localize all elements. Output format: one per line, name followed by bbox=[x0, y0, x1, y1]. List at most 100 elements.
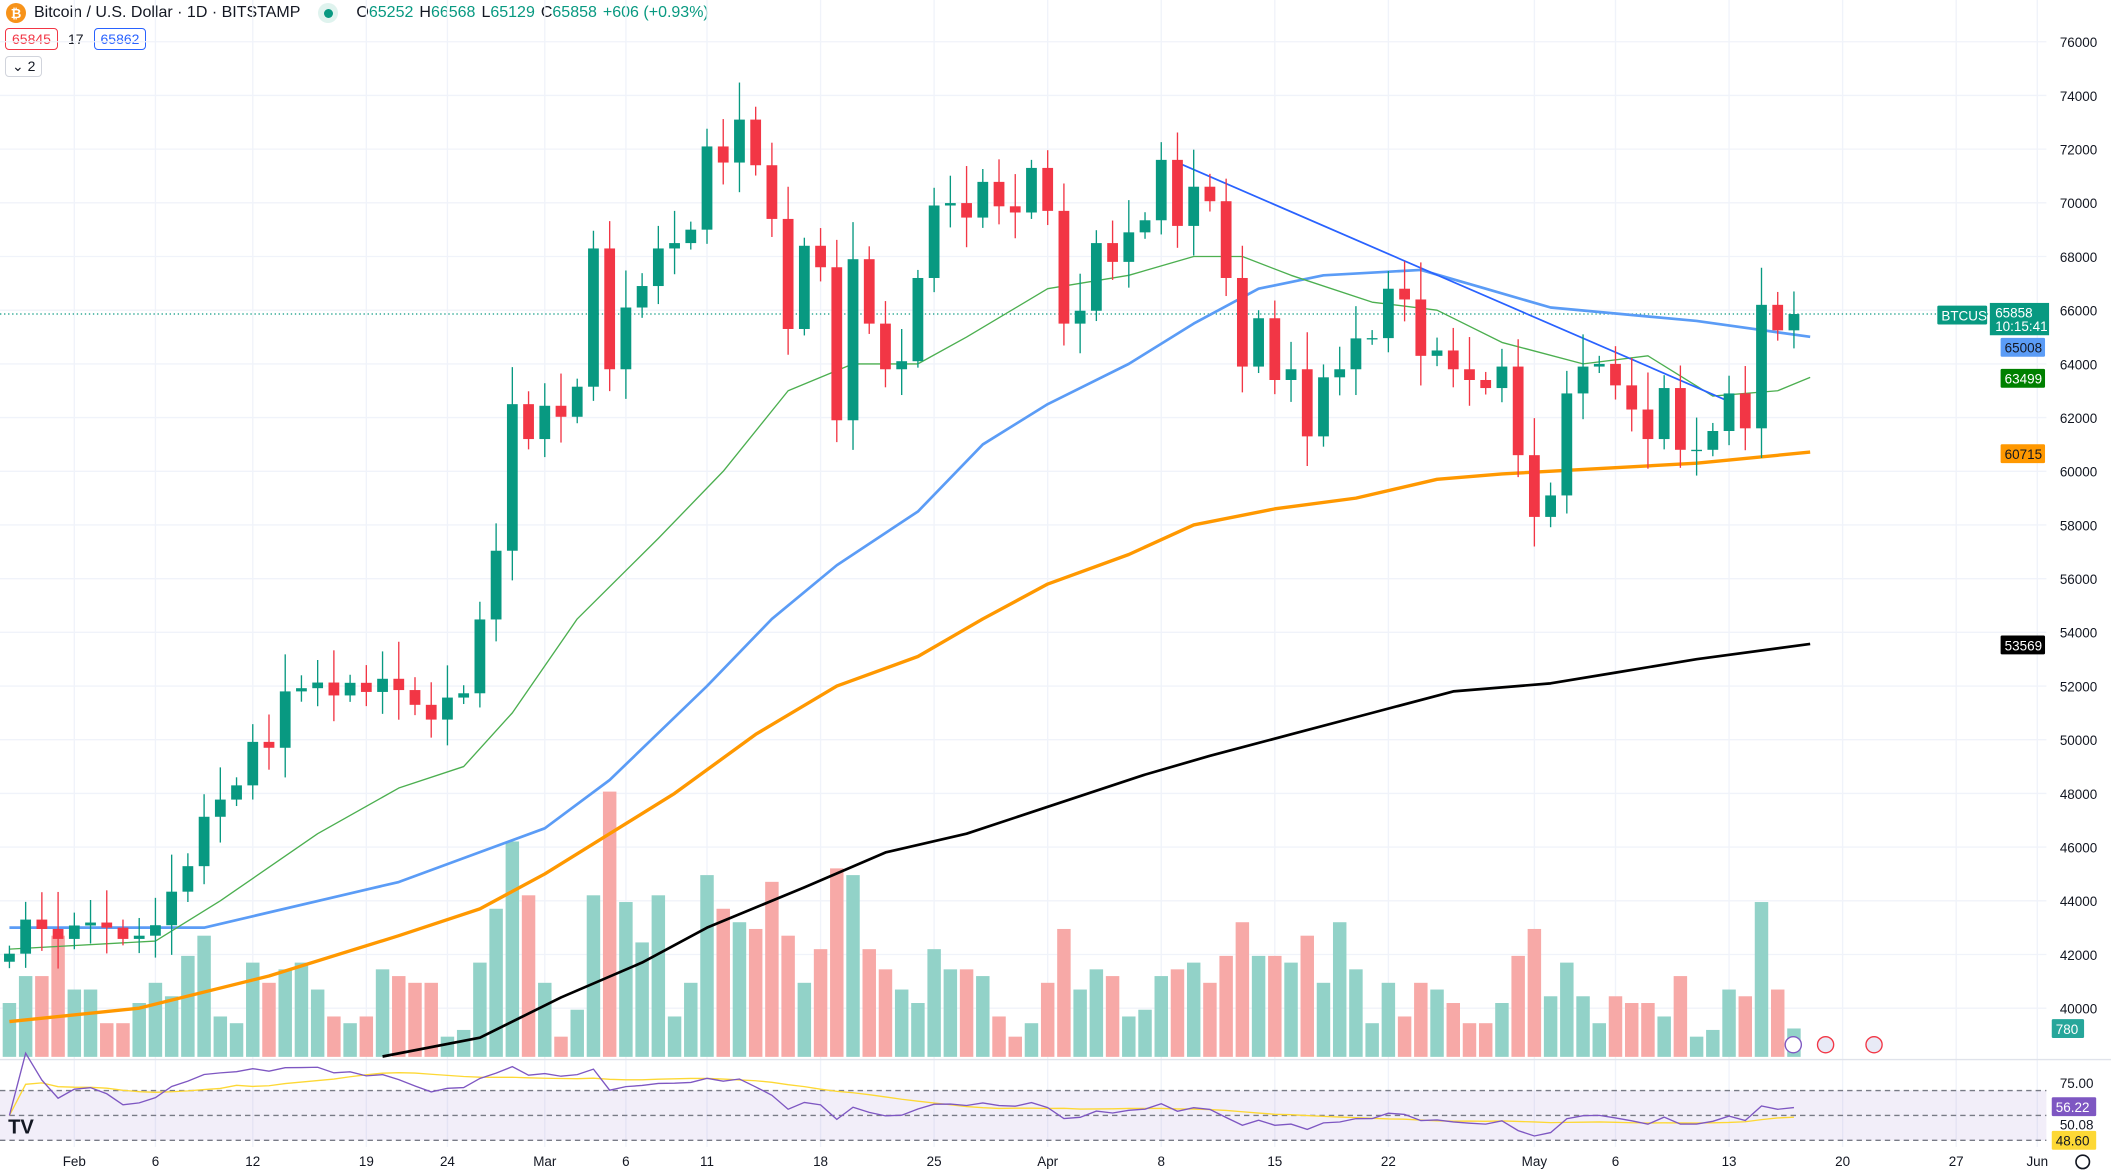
time-tick: 27 bbox=[1949, 1154, 1964, 1169]
high-label: H bbox=[419, 4, 431, 21]
volume-bar bbox=[781, 935, 795, 1057]
volume-bar bbox=[1673, 976, 1688, 1057]
candle-body bbox=[847, 259, 859, 421]
symbol-tag-bg bbox=[1937, 305, 1988, 325]
volume-bar bbox=[1462, 1023, 1477, 1057]
candle-body bbox=[1123, 232, 1135, 262]
ma100-tag: 60715 bbox=[2005, 447, 2042, 462]
volume-bar bbox=[375, 969, 390, 1057]
candle-body bbox=[214, 799, 226, 817]
candle-body bbox=[1269, 318, 1281, 380]
candle-body bbox=[977, 181, 989, 218]
volume-bar bbox=[456, 1029, 471, 1057]
candle-body bbox=[717, 146, 729, 163]
volume-bar bbox=[1381, 982, 1396, 1057]
volume-bar bbox=[1543, 996, 1558, 1057]
volume-bar bbox=[1365, 1023, 1379, 1057]
volume-bar bbox=[505, 841, 520, 1057]
candle-body bbox=[425, 704, 437, 720]
candle-body bbox=[279, 691, 291, 748]
candle-body bbox=[1188, 186, 1200, 226]
volume-bar bbox=[424, 982, 438, 1057]
spread: 17 bbox=[67, 31, 84, 47]
candle-body bbox=[750, 119, 762, 166]
candle-body bbox=[1366, 338, 1378, 340]
candle-body bbox=[68, 925, 80, 939]
volume-bar bbox=[1478, 1023, 1493, 1057]
candle-body bbox=[360, 682, 372, 692]
price-tick: 54000 bbox=[2060, 626, 2097, 641]
candle-body bbox=[669, 243, 680, 249]
candle-body bbox=[328, 682, 340, 696]
candle-body bbox=[961, 203, 972, 218]
time-tick: 12 bbox=[245, 1154, 260, 1169]
candle-body bbox=[928, 205, 940, 278]
candle-body bbox=[458, 693, 470, 698]
candle-body bbox=[1074, 310, 1086, 324]
tradingview-logo: TV bbox=[8, 1117, 34, 1139]
symbol-title[interactable]: Bitcoin / U.S. Dollar · 1D · BITSTAMP bbox=[34, 4, 301, 21]
volume-bar bbox=[976, 976, 990, 1057]
volume-bar bbox=[700, 875, 714, 1057]
candle-body bbox=[1334, 369, 1346, 378]
rsi-ma-tag: 48.60 bbox=[2056, 1134, 2090, 1149]
volume-bar bbox=[602, 791, 617, 1057]
volume-bar bbox=[1576, 996, 1590, 1057]
chevron-down-icon: ⌄ bbox=[12, 58, 24, 74]
volume-bar bbox=[67, 989, 82, 1057]
price-tick: 72000 bbox=[2060, 143, 2097, 158]
indicators-toggle-button[interactable]: ⌄ 2 bbox=[5, 56, 43, 77]
volume-bar bbox=[310, 989, 325, 1057]
buy-button[interactable]: 65862 bbox=[93, 28, 147, 50]
candle-body bbox=[1561, 393, 1573, 496]
ma50-line bbox=[9, 268, 1811, 929]
price-tick: 58000 bbox=[2060, 518, 2097, 533]
candle-body bbox=[1220, 201, 1232, 278]
price-tick: 60000 bbox=[2060, 465, 2097, 480]
high-value: 66568 bbox=[430, 4, 476, 21]
volume-bar bbox=[1754, 902, 1769, 1057]
candle-body bbox=[1107, 243, 1118, 262]
candle-body bbox=[539, 405, 551, 440]
volume-bar bbox=[586, 895, 601, 1057]
candle-body bbox=[474, 619, 486, 694]
candle-body bbox=[620, 307, 632, 370]
us-flag-icon bbox=[1865, 1035, 1883, 1054]
trade-panel: 65845 17 65862 bbox=[5, 28, 147, 50]
candle-body bbox=[20, 919, 32, 954]
volume-bar bbox=[1770, 989, 1785, 1057]
candle-body bbox=[1593, 363, 1605, 367]
volume-bar bbox=[1057, 928, 1071, 1057]
volume-bar bbox=[489, 908, 503, 1057]
price-tick: 42000 bbox=[2060, 948, 2097, 963]
volume-bar bbox=[1089, 969, 1104, 1057]
candle-body bbox=[912, 277, 924, 362]
volume-bar bbox=[246, 962, 260, 1057]
candle-body bbox=[880, 323, 891, 370]
candle-body bbox=[166, 891, 178, 926]
candle-body bbox=[944, 203, 956, 206]
price-tick: 64000 bbox=[2060, 357, 2097, 372]
candle-body bbox=[198, 816, 210, 867]
candle-body bbox=[1642, 409, 1654, 440]
volume-bar bbox=[262, 982, 276, 1057]
candle-body bbox=[1301, 369, 1313, 437]
sell-button[interactable]: 65845 bbox=[5, 28, 58, 50]
candle-body bbox=[393, 678, 405, 691]
candle-body bbox=[701, 146, 713, 230]
volume-bar bbox=[392, 976, 406, 1057]
volume-bar bbox=[684, 982, 698, 1057]
volume-bar bbox=[83, 989, 98, 1057]
candle-body bbox=[1464, 369, 1475, 380]
candle-body bbox=[1496, 366, 1508, 389]
candle-body bbox=[652, 248, 664, 287]
open-value: 65252 bbox=[368, 4, 414, 21]
volume-bar bbox=[1219, 955, 1233, 1057]
candle-body bbox=[1431, 350, 1443, 356]
candle-body bbox=[409, 690, 421, 705]
volume-bar bbox=[1689, 1036, 1704, 1057]
candle-body bbox=[555, 405, 567, 417]
time-tick: 25 bbox=[927, 1154, 942, 1169]
rsi-75-tick: 75.00 bbox=[2060, 1076, 2094, 1091]
